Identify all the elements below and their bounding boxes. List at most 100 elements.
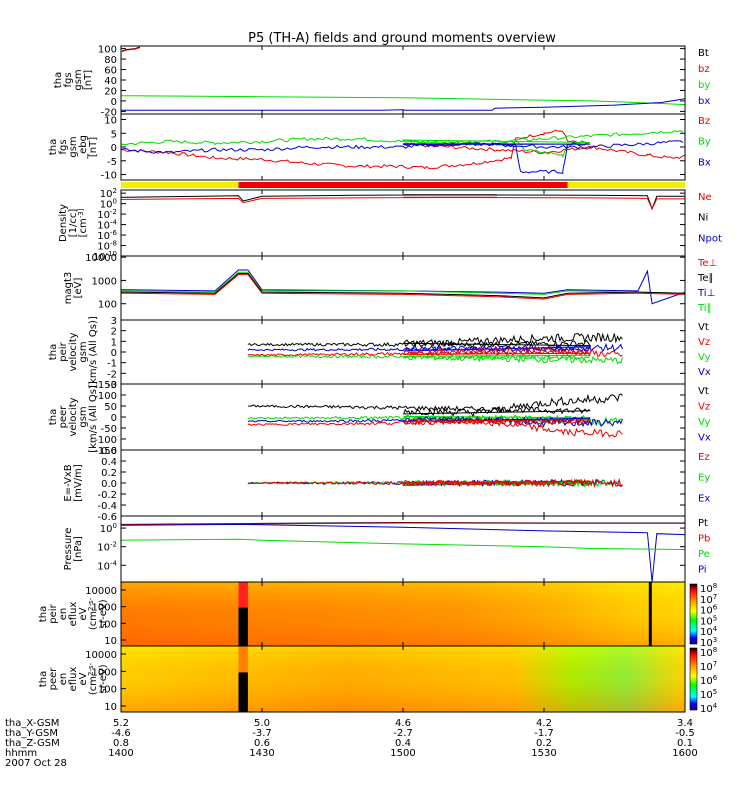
- legend-entry: Pt: [698, 518, 708, 529]
- legend: Pt Pb Pe Pi: [698, 518, 710, 576]
- y-tick-label: -5: [107, 157, 117, 168]
- y-tick-label: 2: [111, 327, 117, 338]
- legend-entry: Ni: [698, 213, 708, 224]
- y-axis-label: gsm: [78, 406, 89, 427]
- y-axis-label: eV: [78, 672, 89, 685]
- y-axis-label: [mV/m]: [73, 464, 84, 502]
- series-bx: [120, 140, 684, 175]
- legend: Ne Ni Npot: [698, 192, 722, 244]
- axis-row-name: tha_Z-GSM: [5, 738, 60, 749]
- axis-row-value: 3.4: [677, 718, 693, 729]
- y-tick-label: 40: [104, 76, 117, 87]
- y-tick-label: -2: [107, 369, 117, 380]
- y-tick-label: 50: [104, 402, 117, 413]
- legend-entry: Bx: [698, 157, 711, 168]
- legend-entry: Ey: [698, 473, 710, 484]
- y-tick-label: 0: [111, 97, 117, 108]
- axis-row-value: 4.6: [395, 718, 411, 729]
- y-axis-label: eflux: [68, 602, 79, 627]
- time-axis-labels: tha_X-GSM 5.2 5.0 4.6 4.2 3.4 tha_Y-GSM -4.6 -3.…: [5, 718, 698, 769]
- y-axis-label: sr-eV): [98, 664, 109, 693]
- legend-entry: Vx: [698, 367, 711, 378]
- panel-frame: [120, 255, 686, 321]
- y-tick-label: 0.0: [101, 479, 117, 490]
- y-tick-label: 100: [98, 45, 117, 56]
- series-ti: [120, 271, 686, 295]
- y-tick-label: -20: [101, 107, 117, 118]
- series-pe: [120, 538, 686, 550]
- y-axis-label: eflux: [68, 667, 79, 692]
- colorbar-tick: 104: [700, 702, 718, 715]
- panel-density: 10210010-210-410-610-810-10NeNiNpotDensi…: [58, 187, 722, 263]
- y-axis-label: tha: [38, 606, 49, 622]
- y-axis-label: peer: [48, 667, 59, 691]
- y-tick-label: 10-4: [97, 559, 117, 572]
- y-tick-label: 20: [104, 86, 117, 97]
- y-axis-label: Density: [58, 204, 69, 242]
- series-vt: [247, 332, 623, 348]
- legend-entry: bx: [698, 96, 710, 107]
- y-axis-label: [1/cc]: [68, 209, 79, 238]
- y-axis-label: eV: [78, 607, 89, 620]
- y-tick-label: 0.4: [101, 457, 117, 468]
- axis-row-value: -2.7: [393, 728, 413, 739]
- y-axis-label: [cm-3]: [77, 208, 89, 237]
- y-tick-label: -0.6: [97, 512, 117, 523]
- legend-entry: Bt: [698, 48, 709, 59]
- series-bz: [120, 129, 686, 170]
- legend-entry: Ti∥: [697, 303, 712, 314]
- y-tick-label: -100: [94, 435, 117, 446]
- y-tick-label: 5: [111, 129, 117, 140]
- legend-entry: By: [698, 137, 711, 148]
- y-tick-label: 10000: [85, 650, 117, 661]
- panel-frame: [120, 113, 686, 181]
- axis-row-value: 4.2: [536, 718, 552, 729]
- legend: Bt bz by bx: [698, 48, 710, 107]
- series-vy: [247, 354, 623, 365]
- series-by: [120, 130, 684, 158]
- y-tick-label: 0: [111, 413, 117, 424]
- legend-entry: Te⊥: [697, 258, 717, 269]
- y-tick-label: 10: [104, 636, 117, 647]
- legend-entry: Ex: [698, 493, 710, 504]
- legend-entry: Vz: [698, 337, 710, 348]
- legend-entry: by: [698, 80, 710, 91]
- plot-title: P5 (TH-A) fields and ground moments over…: [248, 31, 556, 46]
- spectrogram-shade: [121, 646, 685, 712]
- spectrogram-gap-top: [238, 646, 248, 673]
- legend: Vt Vz Vy Vx: [698, 386, 711, 444]
- colorbar-tick: 107: [700, 660, 717, 673]
- series-by: [120, 95, 686, 106]
- mode-bar-segment: [121, 182, 239, 188]
- series-te: [120, 273, 686, 299]
- legend-entry: Vt: [698, 322, 709, 333]
- axis-row-value: 5.2: [113, 718, 129, 729]
- axis-row-value: 0.4: [395, 738, 411, 749]
- y-axis-label: [nPa]: [73, 536, 84, 562]
- legend: Te⊥ Te∥ Ti⊥ Ti∥: [697, 258, 717, 314]
- axis-row-value: 0.1: [677, 738, 693, 749]
- series-ti: [120, 269, 686, 305]
- y-tick-label: 10-2: [97, 541, 117, 554]
- legend-entry: Vy: [698, 417, 711, 428]
- y-axis-label: peir: [58, 341, 69, 361]
- y-axis-label: fgs: [58, 139, 69, 154]
- axis-row-value: 0.8: [113, 738, 129, 749]
- y-tick-label: -0.2: [97, 490, 117, 501]
- y-axis-label: velocity: [68, 332, 79, 371]
- y-axis-label: tha: [48, 344, 59, 360]
- y-tick-label: 10000: [85, 253, 117, 264]
- y-tick-label: 80: [104, 55, 117, 66]
- y-axis-label: [eV]: [73, 278, 84, 299]
- legend: Vt Vz Vy Vx: [698, 322, 711, 378]
- legend-entry: Bz: [698, 116, 710, 127]
- axis-row-value: 1530: [531, 748, 556, 759]
- legend-entry: Vy: [698, 352, 711, 363]
- panel-frame: [120, 45, 686, 115]
- y-tick-label: 10: [104, 702, 117, 713]
